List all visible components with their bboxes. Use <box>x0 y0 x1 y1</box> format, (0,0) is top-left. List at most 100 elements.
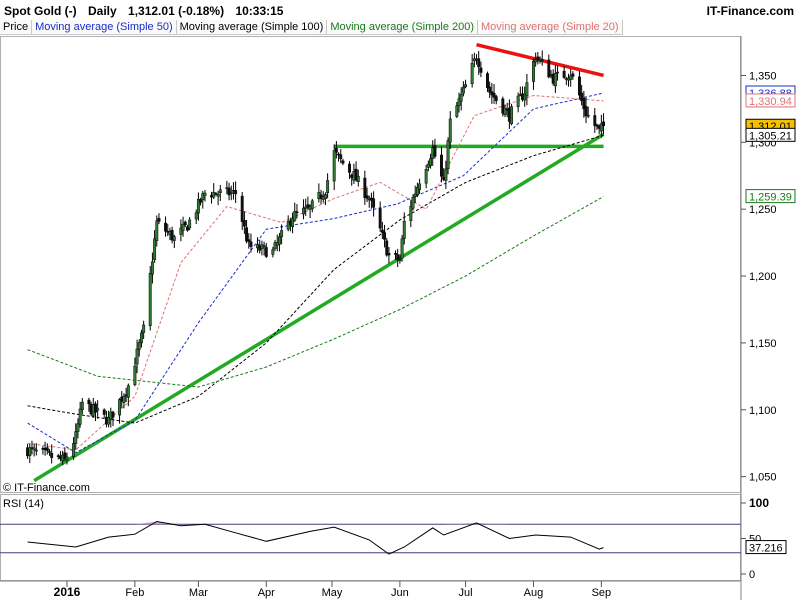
candle-body <box>142 324 146 333</box>
candle-body <box>510 106 514 124</box>
candle-body <box>400 238 404 259</box>
candle-body <box>486 73 489 88</box>
month-tick-label: 2016 <box>54 585 81 599</box>
period-label: Daily <box>88 4 117 18</box>
moving-average-line <box>27 92 604 454</box>
candle-body <box>87 399 91 405</box>
candle-body <box>183 221 187 226</box>
candle-body <box>45 447 49 451</box>
candle-body <box>446 140 450 169</box>
candle-body <box>501 98 505 114</box>
candle-body <box>249 241 253 247</box>
candle-body <box>457 98 461 106</box>
copyright-label: © IT-Finance.com <box>3 482 90 494</box>
candle-body <box>415 186 419 196</box>
brand-label: IT-Finance.com <box>706 4 794 18</box>
candle-body <box>523 93 527 101</box>
candle-body <box>578 76 581 96</box>
candle-body <box>78 408 82 425</box>
candle-body <box>203 192 207 196</box>
legend-sma50[interactable]: Moving average (Simple 50) <box>32 20 177 35</box>
candle-body <box>571 73 575 77</box>
candle-body <box>227 187 231 196</box>
candle-body <box>455 105 459 117</box>
price-value-box <box>745 127 796 142</box>
month-tick-label: Aug <box>524 587 544 599</box>
candle-body <box>199 199 203 203</box>
candle-body <box>341 160 345 164</box>
month-tick-label: Sep <box>592 587 612 599</box>
candle-body <box>201 193 205 201</box>
candle-body <box>140 332 143 344</box>
candle-body <box>586 114 590 117</box>
candle-body <box>503 107 507 115</box>
candle-body <box>562 70 566 78</box>
month-tick-label: Feb <box>125 587 144 599</box>
candle-body <box>385 240 389 256</box>
rsi-panel-frame <box>0 494 741 581</box>
legend-sma20[interactable]: Moving average (Simple 20) <box>478 20 623 35</box>
legend-price[interactable]: Price <box>0 20 33 35</box>
candle-body <box>380 229 384 233</box>
candle-body <box>280 230 284 237</box>
candle-body <box>396 254 400 260</box>
candle-body <box>602 121 605 126</box>
price-panel-frame <box>0 36 741 493</box>
candle-body <box>387 253 391 256</box>
candle-body <box>74 431 78 444</box>
candle-body <box>323 194 327 199</box>
candle-body <box>470 63 474 85</box>
moving-average-line <box>27 134 604 424</box>
candle-body <box>181 223 185 231</box>
candle-body <box>122 395 126 403</box>
candle-body <box>107 417 111 425</box>
candle-body <box>354 168 358 181</box>
candle-body <box>444 168 448 181</box>
candle-body <box>356 176 360 182</box>
candle-body <box>216 193 220 197</box>
candle-body <box>172 236 176 241</box>
trendline <box>33 132 605 483</box>
candle-body <box>264 247 268 257</box>
candle-body <box>291 218 295 228</box>
price-value-label: 1,305.21 <box>749 130 792 142</box>
candle-body <box>135 348 139 365</box>
price-value-label: 1,259.39 <box>749 192 792 204</box>
candle-body <box>477 58 481 68</box>
month-tick-label: Apr <box>258 587 275 599</box>
candle-body <box>584 106 588 117</box>
candle-body <box>50 452 54 458</box>
candle-body <box>150 261 154 275</box>
candle-body <box>411 196 415 209</box>
rsi-value-label: 37.216 <box>749 543 783 555</box>
candle-body <box>111 411 115 418</box>
candle-body <box>310 200 314 210</box>
candle-body <box>218 189 222 194</box>
candle-body <box>170 230 174 241</box>
candle-body <box>271 249 275 255</box>
candle-body <box>409 206 413 221</box>
candle-body <box>516 95 520 108</box>
chart-header: Spot Gold (-) Daily 1,312.01 (-0.18%) 10… <box>0 0 800 20</box>
time-label: 10:33:15 <box>235 4 284 18</box>
candle-body <box>194 212 198 220</box>
candle-body <box>126 385 130 398</box>
candle-body <box>448 118 452 143</box>
candle-body <box>433 145 437 157</box>
rsi-panel-label: RSI (14) <box>3 498 44 510</box>
candle-body <box>326 180 330 194</box>
candle-body <box>459 94 463 102</box>
rsi-line <box>27 520 604 555</box>
candle-body <box>553 73 557 87</box>
moving-average-line <box>27 196 604 388</box>
quote-label: 1,312.01 (-0.18%) <box>128 4 225 18</box>
price-tick-label: 1,050 <box>749 472 777 484</box>
candle-body <box>532 60 535 82</box>
legend-sma100[interactable]: Moving average (Simple 100) <box>176 20 328 35</box>
candle-body <box>80 401 84 410</box>
candle-body <box>534 59 538 63</box>
candle-body <box>212 192 216 198</box>
candle-body <box>378 208 382 229</box>
legend-sma200[interactable]: Moving average (Simple 200) <box>327 20 479 35</box>
